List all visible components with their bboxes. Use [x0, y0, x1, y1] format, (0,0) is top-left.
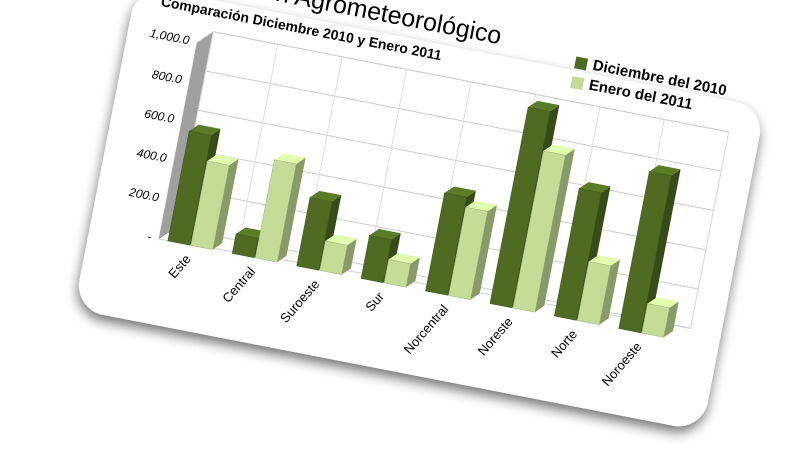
bar-side [470, 205, 497, 300]
bar-top [274, 153, 306, 164]
bar [231, 233, 259, 258]
bar [489, 106, 551, 309]
bar [425, 192, 467, 296]
bar [641, 303, 670, 338]
bar-side [663, 301, 679, 338]
wall-divider [239, 44, 279, 241]
bar-top [189, 124, 221, 136]
bar [383, 259, 411, 288]
bar [296, 196, 333, 271]
bar-top [388, 253, 420, 264]
bar-top [325, 234, 357, 246]
bar-top [647, 297, 679, 308]
bar [360, 234, 392, 284]
bar [319, 240, 348, 275]
bar [618, 171, 672, 334]
bar-side [212, 158, 239, 250]
bar-top [465, 200, 497, 212]
bar-top [528, 100, 560, 112]
bar-top [369, 228, 401, 240]
bar-side [599, 259, 621, 325]
legend-swatch [574, 56, 589, 71]
bar-side [405, 257, 420, 288]
bar [254, 159, 297, 263]
y-tick-label: 600.0 [143, 106, 175, 126]
bar [554, 188, 602, 321]
legend-swatch [570, 76, 585, 91]
bar [448, 206, 488, 301]
bar-top [579, 182, 611, 193]
bar-top [543, 144, 575, 156]
bar [190, 160, 230, 250]
bar [512, 150, 566, 313]
bar-top [444, 186, 476, 198]
bar-side [341, 238, 357, 275]
card: Resumen Agrometeorológico Comparación Di… [79, 0, 760, 427]
bar-top [588, 255, 621, 266]
bar-side [534, 148, 575, 313]
bar-top [207, 154, 239, 166]
side-wall [158, 31, 214, 240]
bar-side [277, 157, 306, 263]
bar-top [649, 165, 681, 176]
bar [167, 130, 212, 246]
wall-divider [690, 131, 730, 329]
y-tick-label: 200.0 [127, 185, 160, 205]
y-tick-label: - [146, 229, 153, 244]
bar-side [640, 169, 681, 333]
y-tick-label: 400.0 [136, 146, 168, 166]
bar [577, 261, 611, 326]
y-tick-label: 800.0 [151, 67, 183, 87]
bar-top [310, 190, 342, 202]
